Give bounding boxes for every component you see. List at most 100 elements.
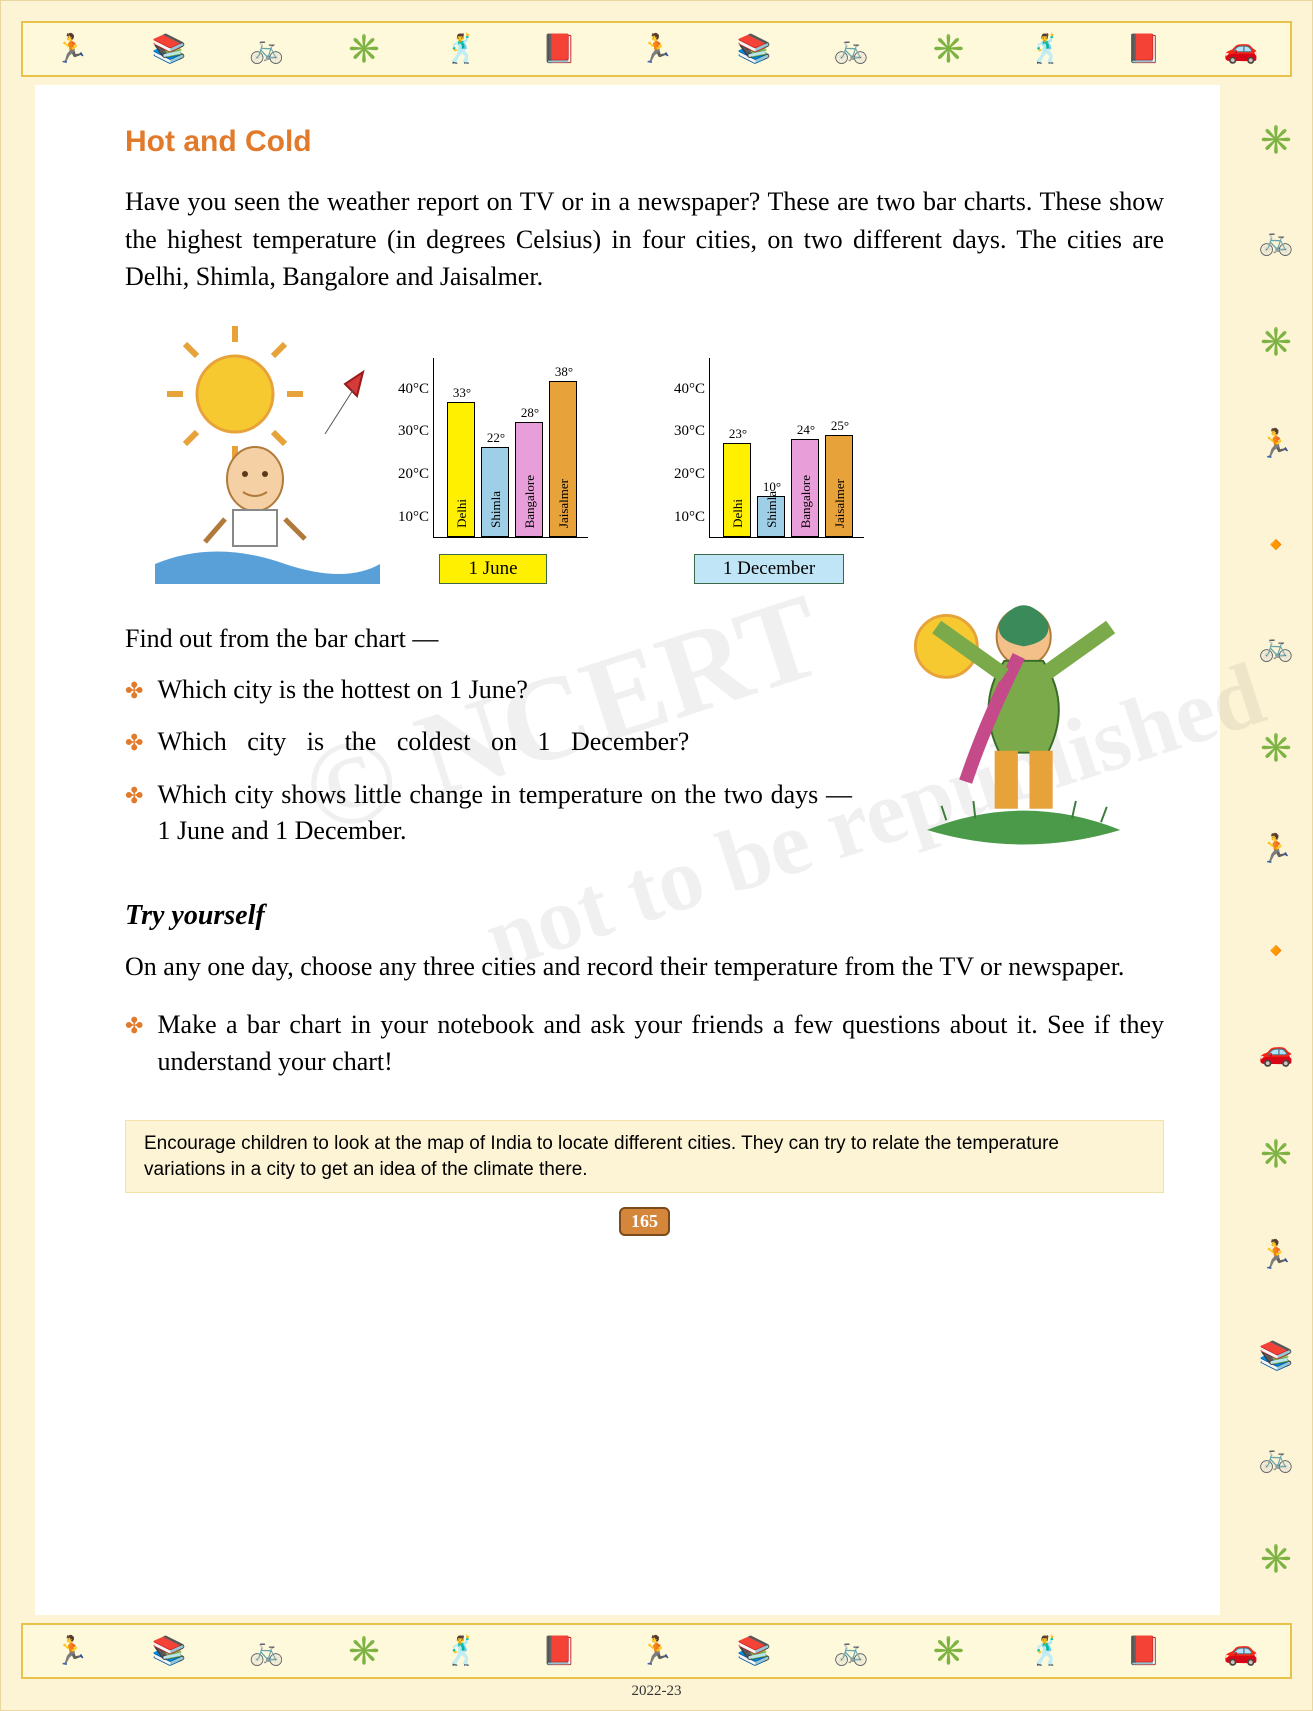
deco-icon: 🏃: [54, 32, 89, 66]
right-decorative-border: ✳️🚲✳️🏃🔸🚲✳️🏃🔸🚗✳️🏃📚🚲✳️: [1246, 89, 1306, 1610]
bullet-icon: ✤: [125, 724, 143, 760]
y-tick: 40°C: [674, 368, 705, 410]
bar-label: Jaisalmer: [832, 475, 848, 532]
deco-icon: 📕: [1126, 1634, 1161, 1668]
try-yourself-text: On any one day, choose any three cities …: [125, 948, 1164, 986]
page-content: © NCERT not to be republished Hot and Co…: [35, 85, 1220, 1615]
deco-icon: 📕: [542, 1634, 577, 1668]
bar-label: Delhi: [730, 495, 746, 532]
deco-icon: 🏃: [54, 1634, 89, 1668]
deco-icon: 🚲: [1259, 630, 1294, 664]
deco-icon: 📚: [1259, 1339, 1294, 1373]
bar-jaisalmer: 25°Jaisalmer: [825, 435, 853, 538]
y-tick: 40°C: [398, 368, 429, 410]
bar-value: 25°: [820, 418, 860, 434]
chart-dec-yaxis: 10°C20°C30°C40°C: [674, 368, 705, 538]
try-yourself-heading: Try yourself: [125, 900, 1164, 932]
bar-value: 22°: [476, 430, 516, 446]
page-outer: 🏃 📚 🚲 ✳️ 🕺 📕 🏃 📚 🚲 ✳️ 🕺 📕 🚗 ✳️ 🚲 ✳️ 🏃 🔸 🚲 ✳️ 🏃 🔸 🚗 ✳️ 🏃 📚 🚲 ✳️ © N…: [0, 0, 1313, 1711]
question-text: Which city shows little change in temper…: [157, 777, 852, 850]
teacher-note: Encourage children to look at the map of…: [125, 1120, 1164, 1193]
deco-icon: 🚗: [1259, 1035, 1294, 1069]
question-item: ✤ Which city is the hottest on 1 June?: [125, 672, 852, 708]
question-text: Which city is the coldest on 1 December?: [157, 724, 689, 760]
deco-icon: 📚: [152, 1634, 187, 1668]
bar-value: 23°: [718, 426, 758, 442]
deco-icon: 🚲: [834, 1634, 869, 1668]
y-tick: 30°C: [398, 411, 429, 453]
deco-icon: ✳️: [1259, 731, 1294, 765]
bar-label: Jaisalmer: [556, 475, 572, 532]
deco-icon: ✳️: [1259, 123, 1294, 157]
chart-june: 10°C20°C30°C40°C 33°Delhi22°Shimla28°Ban…: [398, 348, 588, 584]
bar-label: Shimla: [488, 487, 504, 532]
deco-icon: ✳️: [347, 32, 382, 66]
page-number-wrap: 165: [125, 1207, 1164, 1236]
bar-value: 28°: [510, 405, 550, 421]
questions-lead: Find out from the bar chart —: [125, 624, 852, 654]
question-item: ✤Which city shows little change in tempe…: [125, 777, 852, 850]
footer-year: 2022-23: [21, 1683, 1292, 1700]
illustration-girl-jump: [864, 564, 1164, 864]
deco-icon: 🏃: [1259, 1238, 1294, 1272]
try-yourself-bullet: ✤ Make a bar chart in your notebook and …: [125, 1007, 1164, 1080]
bar-value: 38°: [544, 364, 584, 380]
deco-icon: 🚗: [1224, 32, 1259, 66]
deco-icon: 📕: [1126, 32, 1161, 66]
bullet-icon: ✤: [125, 672, 143, 708]
page-number: 165: [619, 1207, 670, 1236]
deco-icon: 📚: [736, 1634, 771, 1668]
chart-june-title: 1 June: [439, 554, 546, 584]
chart-june-bars: 33°Delhi22°Shimla28°Bangalore38°Jaisalme…: [433, 358, 588, 538]
y-tick: 30°C: [674, 411, 705, 453]
y-tick: 10°C: [674, 496, 705, 538]
deco-icon: ✳️: [1259, 1137, 1294, 1171]
deco-icon: 🚲: [249, 1634, 284, 1668]
try-bullet-text: Make a bar chart in your notebook and as…: [157, 1007, 1164, 1080]
bar-delhi: 23°Delhi: [723, 443, 751, 537]
illustration-boy-sun: [125, 324, 380, 584]
deco-icon: 📚: [736, 32, 771, 66]
deco-icon: 🕺: [444, 32, 479, 66]
deco-icon: 🕺: [1029, 1634, 1064, 1668]
y-tick: 20°C: [398, 453, 429, 495]
deco-icon: ✳️: [1259, 325, 1294, 359]
deco-icon: 🔸: [1259, 528, 1294, 562]
charts-row: 10°C20°C30°C40°C 33°Delhi22°Shimla28°Ban…: [125, 324, 1164, 584]
deco-icon: 🕺: [444, 1634, 479, 1668]
chart-dec-title: 1 December: [694, 554, 844, 584]
deco-icon: ✳️: [347, 1634, 382, 1668]
bottom-decorative-border: 🏃📚🚲✳️🕺📕🏃📚🚲✳️🕺📕🚗: [21, 1623, 1292, 1679]
bar-jaisalmer: 38°Jaisalmer: [549, 381, 577, 537]
bar-label: Bangalore: [522, 471, 538, 532]
bar-label: Bangalore: [798, 471, 814, 532]
chart-june-yaxis: 10°C20°C30°C40°C: [398, 368, 429, 538]
deco-icon: 🚲: [1259, 224, 1294, 258]
bar-bangalore: 28°Bangalore: [515, 422, 543, 537]
questions-row: Find out from the bar chart — ✤Which cit…: [125, 624, 1164, 866]
deco-icon: ✳️: [931, 32, 966, 66]
bar-bangalore: 24°Bangalore: [791, 439, 819, 537]
deco-icon: 📚: [152, 32, 187, 66]
chart-dec-bars: 23°Delhi10°Shimla24°Bangalore25°Jaisalme…: [709, 358, 864, 538]
deco-icon: 🚲: [249, 32, 284, 66]
bar-label: Shimla: [764, 487, 780, 532]
deco-icon: ✳️: [931, 1634, 966, 1668]
deco-icon: 🚲: [1259, 1441, 1294, 1475]
bar-shimla: 22°Shimla: [481, 447, 509, 537]
deco-icon: 🕺: [1029, 32, 1064, 66]
deco-icon: 🏃: [1259, 427, 1294, 461]
top-decorative-border: 🏃📚🚲✳️🕺📕🏃📚🚲✳️🕺📕🚗: [21, 21, 1292, 77]
bar-value: 33°: [442, 385, 482, 401]
y-tick: 20°C: [674, 453, 705, 495]
question-item: ✤ Which city is the coldest on 1 December…: [125, 724, 852, 760]
chart-december: 10°C20°C30°C40°C 23°Delhi10°Shimla24°Ban…: [674, 348, 864, 584]
bullet-icon: ✤: [125, 777, 143, 850]
bar-label: Delhi: [454, 495, 470, 532]
section-heading: Hot and Cold: [125, 125, 1164, 159]
question-text: Which city is the hottest on 1 June?: [157, 672, 527, 708]
intro-paragraph: Have you seen the weather report on TV o…: [125, 183, 1164, 296]
deco-icon: 🚲: [834, 32, 869, 66]
deco-icon: 🏃: [1259, 832, 1294, 866]
deco-icon: 🔸: [1259, 934, 1294, 968]
